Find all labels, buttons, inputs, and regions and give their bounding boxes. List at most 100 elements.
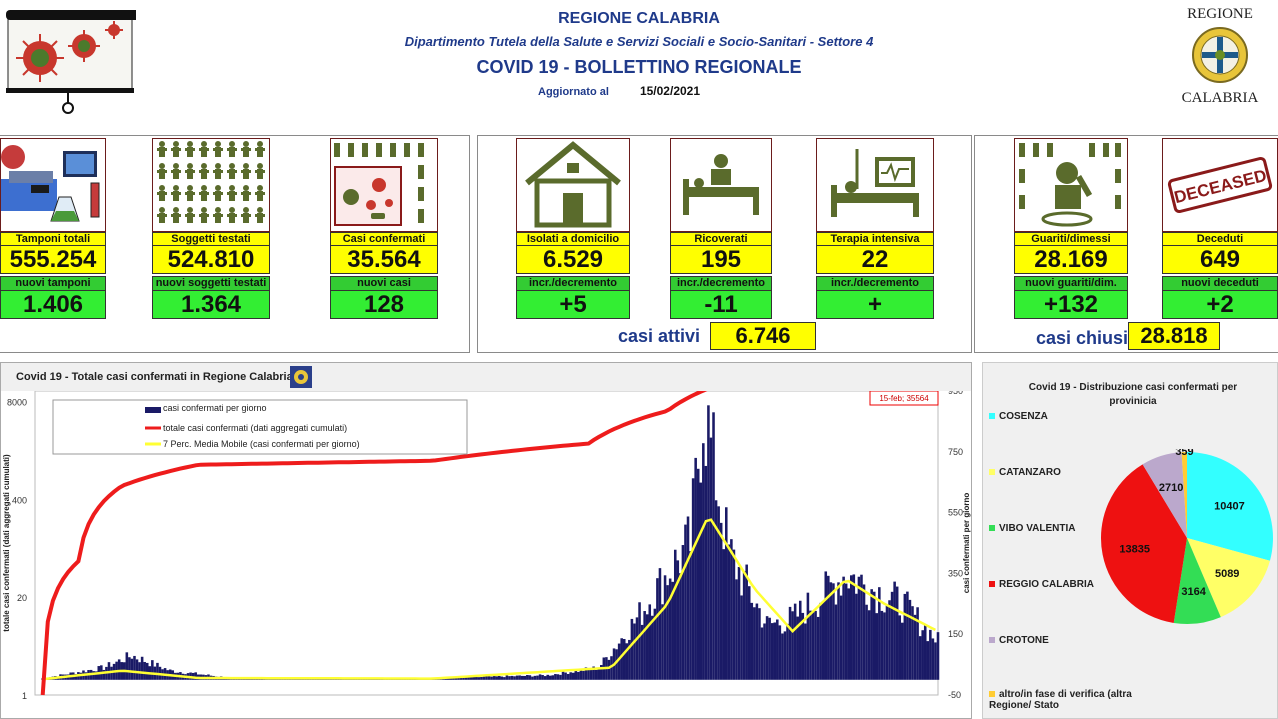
daily-bar [666, 585, 669, 680]
daily-bar [849, 575, 853, 680]
pie-legend-label: CROTONE [999, 635, 1049, 646]
pie-legend-item: REGGIO CALABRIA [989, 579, 1099, 590]
daily-bar [801, 612, 805, 680]
daily-bar [643, 611, 646, 680]
daily-bar [495, 676, 498, 680]
tests-label: Tamponi totali [0, 232, 106, 247]
hospitalized-label: Ricoverati [670, 232, 772, 247]
daily-bar [906, 591, 909, 680]
daily-bar [725, 507, 728, 680]
daily-bar [140, 656, 144, 680]
daily-bar [538, 674, 542, 680]
daily-bar [804, 623, 807, 680]
deceased-value: 649 [1162, 245, 1278, 274]
daily-bar [719, 522, 723, 680]
isolated-label: Isolati a domicilio [516, 232, 630, 247]
daily-bar [847, 588, 850, 680]
daily-bar [768, 617, 771, 680]
pie-legend-label: REGGIO CALABRIA [999, 579, 1094, 590]
daily-bar [617, 643, 621, 680]
closed-cases-label: casi chiusi [1036, 328, 1129, 348]
daily-bar [811, 612, 815, 680]
pie-slice-label: 2710 [1159, 482, 1183, 494]
daily-bar [464, 676, 468, 680]
isolated-value: 6.529 [516, 245, 630, 274]
daily-bar [622, 638, 626, 680]
right-axis-tick: 950 [948, 391, 963, 396]
daily-bar [852, 574, 856, 680]
daily-bar [755, 603, 759, 680]
pie-legend-swatch [989, 637, 995, 644]
daily-bar [457, 677, 460, 680]
daily-bar [814, 610, 817, 680]
daily-bar [536, 675, 539, 680]
daily-bar [469, 677, 473, 680]
legend-item: 7 Perc. Media Mobile (casi confermati pe… [163, 439, 360, 449]
daily-bar [102, 669, 106, 680]
daily-bar [679, 573, 682, 680]
main-chart: 8000 400 20 1 950 750 550 350 150 -50 totale casi … [2, 391, 971, 701]
main-chart-panel: Covid 19 - Totale casi confermati in Reg… [0, 362, 972, 719]
main-chart-title-bar [1, 363, 971, 391]
right-axis-tick: 750 [948, 447, 963, 457]
daily-bar [747, 586, 751, 680]
bulletin-title: COVID 19 - BOLLETTINO REGIONALE [476, 57, 802, 77]
legend-swatch-bars [145, 407, 161, 413]
daily-bar [92, 671, 95, 680]
daily-bar [908, 599, 912, 680]
daily-bar [84, 672, 88, 680]
daily-bar [630, 618, 634, 680]
daily-bar [651, 615, 654, 680]
pie-legend-swatch [989, 469, 995, 476]
updated-row: Aggiornato al 15/02/2021 [538, 84, 700, 98]
daily-bar [750, 602, 754, 680]
hospitalized-change-label: incr./decremento [670, 276, 772, 291]
new-deceased-value: +2 [1162, 290, 1278, 319]
daily-bar [783, 631, 787, 680]
daily-bar [74, 674, 78, 680]
tests-icon [0, 138, 106, 232]
department-title: Dipartimento Tutela della Salute e Servi… [404, 34, 874, 49]
daily-bar [582, 670, 585, 680]
daily-bar [508, 676, 511, 680]
daily-bar [515, 675, 519, 680]
daily-bar [860, 574, 863, 680]
daily-bar [531, 676, 534, 680]
daily-bar [923, 624, 927, 680]
region-badge-icon [290, 366, 312, 388]
legend-box [52, 399, 468, 455]
daily-bar [816, 616, 820, 680]
daily-bar [798, 600, 802, 680]
pie-slice-label: 10407 [1214, 501, 1245, 513]
daily-bar [684, 524, 687, 680]
daily-bar [133, 655, 136, 680]
daily-bar [656, 578, 659, 680]
daily-bar [857, 576, 861, 680]
daily-bar [505, 675, 509, 680]
daily-bar [561, 671, 565, 680]
daily-bar [837, 582, 840, 680]
daily-bar [934, 642, 937, 680]
daily-bar [487, 676, 491, 680]
daily-bar [577, 671, 580, 680]
daily-bar [551, 675, 555, 680]
daily-bar [727, 544, 731, 680]
daily-bar [135, 659, 139, 680]
daily-bar [500, 676, 504, 680]
icu-label: Terapia intensiva [816, 232, 934, 247]
daily-bar [620, 638, 623, 680]
daily-bar [681, 545, 685, 680]
daily-bar [194, 672, 197, 680]
daily-bar [702, 443, 705, 680]
pie-legend-item: COSENZA [989, 411, 1099, 422]
daily-bar [548, 675, 552, 680]
daily-bar [763, 623, 766, 680]
daily-bar [717, 506, 720, 680]
new-recovered-value: +132 [1014, 290, 1128, 319]
daily-bar [638, 602, 641, 680]
new-cases-value: 128 [330, 290, 438, 319]
daily-bar [911, 606, 914, 680]
moving-average-line [42, 518, 936, 681]
daily-bar [714, 500, 718, 680]
daily-bar [661, 604, 664, 680]
